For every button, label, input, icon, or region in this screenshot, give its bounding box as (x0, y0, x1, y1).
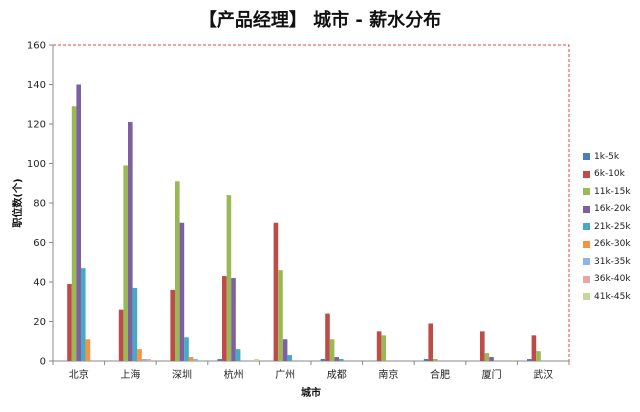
bar-26k-30k (137, 349, 142, 361)
legend-swatch (583, 240, 590, 248)
bar-11k-15k (329, 339, 335, 361)
legend-item: 16k-20k (583, 201, 631, 219)
legend-label: 21k-25k (594, 221, 631, 232)
bar-16k-20k (282, 339, 288, 361)
y-axis-title: 职位数(个) (11, 178, 24, 227)
legend-label: 6k-10k (594, 169, 625, 180)
legend-label: 1k-5k (594, 151, 620, 162)
bar-11k-15k (381, 335, 386, 361)
bar-41k-45k (254, 359, 259, 361)
y-tick-label: 100 (27, 159, 46, 170)
bar-21k-25k (339, 359, 344, 361)
x-tick-label: 杭州 (224, 368, 244, 381)
legend-label: 41k-45k (594, 291, 631, 302)
bar-6k-10k (376, 331, 382, 361)
bar-6k-10k (118, 309, 124, 361)
y-tick-label: 40 (33, 278, 46, 289)
bar-36k-40k (146, 359, 151, 361)
bar-6k-10k (222, 276, 227, 361)
bar-1k-5k (320, 359, 326, 361)
legend-swatch (583, 188, 590, 196)
bar-6k-10k (480, 331, 485, 361)
legend-item: 36k-40k (583, 271, 631, 289)
bar-16k-20k (128, 122, 133, 362)
legend-label: 11k-15k (594, 186, 631, 197)
bar-6k-10k (273, 222, 279, 361)
bar-11k-15k (484, 353, 490, 361)
x-tick-label: 深圳 (172, 369, 192, 381)
bar-16k-20k (489, 357, 494, 361)
bar-21k-25k (235, 349, 241, 361)
bar-11k-15k (278, 270, 283, 361)
legend-swatch (583, 205, 590, 213)
bar-31k-35k (141, 359, 147, 361)
bar-31k-35k (193, 359, 198, 361)
legend-item: 26k-30k (583, 236, 631, 254)
x-tick-label: 南京 (378, 368, 398, 381)
x-tick-label: 北京 (69, 368, 89, 381)
legend-item: 21k-25k (583, 218, 631, 236)
legend-item: 11k-15k (583, 183, 631, 201)
bar-1k-5k (527, 359, 532, 361)
bar-6k-10k (428, 323, 433, 361)
legend-swatch (583, 223, 590, 231)
legend-swatch (583, 153, 590, 161)
bar-6k-10k (67, 283, 72, 361)
legend-label: 16k-20k (594, 204, 631, 215)
bar-6k-10k (170, 289, 175, 361)
bar-6k-10k (531, 335, 537, 361)
x-tick-label: 上海 (120, 368, 140, 381)
bar-21k-25k (81, 268, 86, 361)
bar-11k-15k (226, 195, 232, 361)
x-tick-label: 成都 (327, 369, 347, 381)
legend-item: 6k-10k (583, 166, 631, 184)
y-tick-label: 140 (27, 80, 46, 91)
x-tick-label: 广州 (275, 369, 295, 381)
y-tick-label: 80 (33, 199, 46, 210)
legend-swatch (583, 293, 590, 301)
bar-21k-25k (184, 337, 189, 361)
legend-label: 36k-40k (594, 274, 631, 285)
bar-26k-30k (85, 339, 91, 361)
x-axis-title: 城市 (301, 386, 321, 399)
bar-11k-15k (123, 165, 128, 361)
legend-swatch (583, 170, 590, 178)
y-tick-label: 0 (40, 357, 46, 368)
bar-11k-15k (536, 351, 541, 361)
bar-6k-10k (325, 313, 330, 361)
bar-16k-20k (179, 222, 185, 361)
bar-16k-20k (231, 278, 236, 361)
bar-11k-15k (433, 359, 438, 361)
y-tick-label: 120 (27, 120, 46, 131)
legend-label: 31k-35k (594, 256, 631, 267)
x-tick-label: 厦门 (482, 368, 502, 381)
chart-title: 【产品经理】 城市 - 薪水分布 (198, 10, 442, 31)
y-tick-label: 60 (33, 238, 46, 249)
legend-item: 41k-45k (583, 288, 631, 306)
y-tick-label: 160 (27, 41, 46, 52)
bar-16k-20k (334, 357, 339, 361)
legend-item: 31k-35k (583, 253, 631, 271)
bar-21k-25k (132, 287, 138, 361)
legend-swatch (583, 275, 590, 283)
legend-label: 26k-30k (594, 239, 631, 250)
bar-11k-15k (71, 106, 77, 361)
bar-11k-15k (175, 181, 180, 361)
bar-26k-30k (188, 357, 194, 361)
legend-item: 1k-5k (583, 148, 631, 166)
y-tick-label: 20 (33, 317, 46, 328)
x-tick-label: 武汉 (533, 368, 553, 381)
chart-legend: 1k-5k 6k-10k 11k-15k 16k-20k 21k-25k 26k-30k 3… (583, 148, 631, 306)
bar-1k-5k (423, 359, 429, 361)
bar-1k-5k (217, 359, 222, 361)
bar-21k-25k (287, 355, 292, 361)
legend-swatch (583, 258, 590, 266)
x-tick-label: 合肥 (430, 368, 450, 381)
bar-16k-20k (76, 84, 81, 361)
